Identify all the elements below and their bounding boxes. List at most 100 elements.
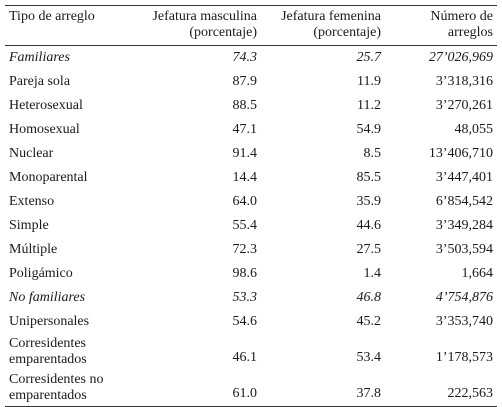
table-row: Unipersonales 54.6 45.2 3’353,740 [5,310,497,334]
row-label: Extenso [9,194,55,209]
female-headship-cell: 46.8 [356,290,382,305]
arrangement-count-cell: 27’026,969 [428,50,493,65]
table-row: Poligámico 98.6 1.4 1,664 [5,262,497,286]
header-number-line1: Número de [430,9,493,24]
female-headship-cell: 44.6 [356,218,382,233]
row-label: Corresidentes [9,336,86,351]
row-label-cell: No familiares [5,286,123,310]
female-headship-cell: 11.9 [357,74,381,89]
row-label-line2: emparentados [9,352,87,367]
male-headship-cell: 87.9 [232,74,258,89]
header-number-line2: arreglos [447,25,493,40]
row-label-cell: Familiares [5,46,123,71]
male-headship-cell: 91.4 [232,146,258,161]
table-row: Nuclear 91.4 8.5 13’406,710 [5,142,497,166]
male-headship-cell: 46.1 [232,350,258,365]
female-headship-cell: 37.8 [261,370,385,407]
row-label: No familiares [9,290,86,305]
table-row: Heterosexual 88.5 11.2 3’270,261 [5,94,497,118]
arrangement-count-cell: 1’178,573 [435,350,493,365]
arrangement-count-cell: 3’349,284 [435,218,493,233]
row-label-cell: Monoparental [5,166,123,190]
male-headship-cell: 74.3 [232,50,258,65]
header-female-headship-line2: (porcentaje) [313,25,381,40]
row-label: Unipersonales [9,314,90,329]
row-label-cell: Simple [5,214,123,238]
arrangement-count-cell: 3’270,261 [435,98,493,113]
table-row: No familiares 53.3 46.8 4’754,876 [5,286,497,310]
row-label: Homosexual [9,122,80,137]
row-label: Poligámico [9,266,73,281]
male-headship-cell: 88.5 [232,98,258,113]
row-label: Familiares [9,50,70,65]
arrangement-count-cell: 3’318,316 [435,74,493,89]
arrangement-count-cell: 4’754,876 [435,290,493,305]
female-headship-cell: 45.2 [356,314,382,329]
row-label: Simple [9,218,49,233]
male-headship-cell: 61.0 [123,370,261,407]
household-arrangements-table-container: Tipo de arreglo Jefatura masculina (porc… [5,5,497,407]
table-row: Corresidentes emparentados 46.1 53.4 1’178,5… [5,334,497,370]
row-label: Nuclear [9,146,54,161]
female-headship-cell: 85.5 [356,170,382,185]
male-headship-cell: 14.4 [232,170,258,185]
female-headship-cell: 53.4 [356,350,382,365]
male-headship-cell: 55.4 [232,218,258,233]
female-headship-cell: 35.9 [356,194,382,209]
row-label-cell: Nuclear [5,142,123,166]
header-female-headship: Jefatura femenina (porcentaje) [261,5,385,46]
row-label-cell: Poligámico [5,262,123,286]
row-label-cell: Corresidentes emparentados [5,334,123,370]
header-female-headship-line1: Jefatura femenina [281,9,381,24]
header-male-headship-line1: Jefatura masculina [152,9,257,24]
row-label-line2: emparentados [9,388,87,403]
header-male-headship: Jefatura masculina (porcentaje) [123,5,261,46]
arrangement-count-cell: 13’406,710 [428,146,493,161]
table-body: Familiares 74.3 25.7 27’026,969 Pareja sola 8… [5,46,497,407]
header-row: Tipo de arreglo Jefatura masculina (porc… [5,5,497,46]
male-headship-cell: 47.1 [232,122,258,137]
row-label-cell: Heterosexual [5,94,123,118]
male-headship-cell: 98.6 [232,266,258,281]
female-headship-cell: 25.7 [356,50,382,65]
female-headship-cell: 27.5 [356,242,382,257]
arrangement-count-cell: 3’353,740 [435,314,493,329]
row-label: Múltiple [9,242,58,257]
row-label-cell: Múltiple [5,238,123,262]
female-headship-cell: 11.2 [357,98,381,113]
row-label-cell: Extenso [5,190,123,214]
male-headship-cell: 54.6 [232,314,258,329]
female-headship-cell: 1.4 [363,266,382,281]
arrangement-count-cell: 6’854,542 [435,194,493,209]
female-headship-cell: 8.5 [363,146,382,161]
table-row: Familiares 74.3 25.7 27’026,969 [5,46,497,71]
household-arrangements-table: Tipo de arreglo Jefatura masculina (porc… [5,5,497,407]
table-row: Corresidentes no emparentados 61.0 37.8 222,… [5,370,497,407]
table-row: Pareja sola 87.9 11.9 3’318,316 [5,70,497,94]
row-label-cell: Unipersonales [5,310,123,334]
row-label-cell: Homosexual [5,118,123,142]
arrangement-count-cell: 3’503,594 [435,242,493,257]
male-headship-cell: 72.3 [232,242,258,257]
arrangement-count-cell: 222,563 [385,370,497,407]
row-label: Heterosexual [9,98,83,113]
table-row: Extenso 64.0 35.9 6’854,542 [5,190,497,214]
female-headship-cell: 54.9 [356,122,382,137]
arrangement-count-cell: 1,664 [461,266,494,281]
male-headship-cell: 64.0 [232,194,258,209]
header-arrangement-type: Tipo de arreglo [5,5,123,46]
male-headship-cell: 53.3 [232,290,258,305]
row-label-cell: Pareja sola [5,70,123,94]
arrangement-count-cell: 48,055 [454,122,494,137]
table-row: Homosexual 47.1 54.9 48,055 [5,118,497,142]
header-number-of-arrangements: Número de arreglos [385,5,497,46]
header-male-headship-line2: (porcentaje) [189,25,257,40]
arrangement-count-cell: 3’447,401 [435,170,493,185]
row-label: Monoparental [9,170,88,185]
row-label-cell: Corresidentes no emparentados [5,370,123,407]
row-label: Corresidentes no [9,372,104,387]
row-label: Pareja sola [9,74,71,89]
table-row: Simple 55.4 44.6 3’349,284 [5,214,497,238]
header-arrangement-type-label: Tipo de arreglo [9,9,95,24]
table-row: Múltiple 72.3 27.5 3’503,594 [5,238,497,262]
